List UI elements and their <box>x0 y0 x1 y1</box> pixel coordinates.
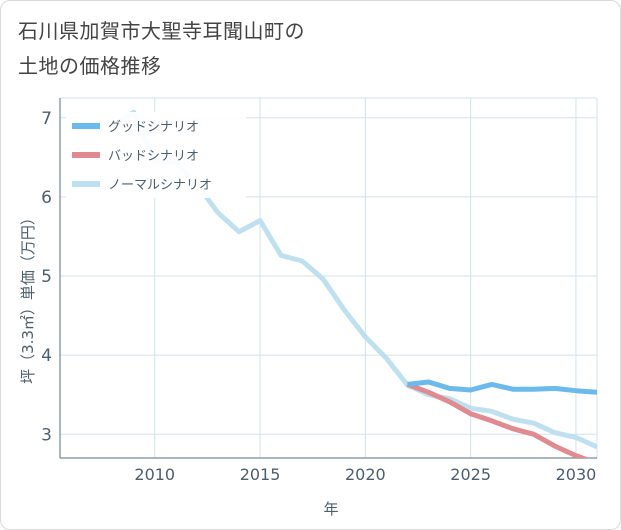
axes <box>59 98 597 459</box>
chart-title-line-2: 土地の価格推移 <box>18 54 162 78</box>
x-tick-label: 2015 <box>240 465 281 484</box>
x-axis-label: 年 <box>323 500 338 518</box>
chart-title: 石川県加賀市大聖寺耳聞山町の 土地の価格推移 <box>18 14 438 84</box>
y-tick-label: 3 <box>41 425 52 445</box>
x-tick-label: 2020 <box>345 465 386 484</box>
grid <box>60 97 598 458</box>
x-tick-label: 2025 <box>450 465 491 484</box>
series-line-1 <box>406 382 590 458</box>
legend-label-2: ノーマルシナリオ <box>108 178 212 193</box>
x-tick-label: 2010 <box>134 465 175 484</box>
tick-labels: 2010 2015 2020 2025 2030 3 4 5 6 7 <box>41 109 596 484</box>
y-tick-label: 4 <box>41 346 52 366</box>
y-axis-label: 坪（3.3㎡）単価（万円） <box>19 210 37 384</box>
y-tick-label: 6 <box>41 188 52 208</box>
legend-label-0: グッドシナリオ <box>108 120 199 135</box>
series-line-0 <box>407 379 597 395</box>
y-tick-label: 7 <box>41 109 52 129</box>
legend-label-1: バッドシナリオ <box>108 149 199 164</box>
y-tick-label: 5 <box>41 267 52 287</box>
chart-title-line-1: 石川県加賀市大聖寺耳聞山町の <box>18 19 305 43</box>
x-tick-label: 2030 <box>556 465 597 484</box>
